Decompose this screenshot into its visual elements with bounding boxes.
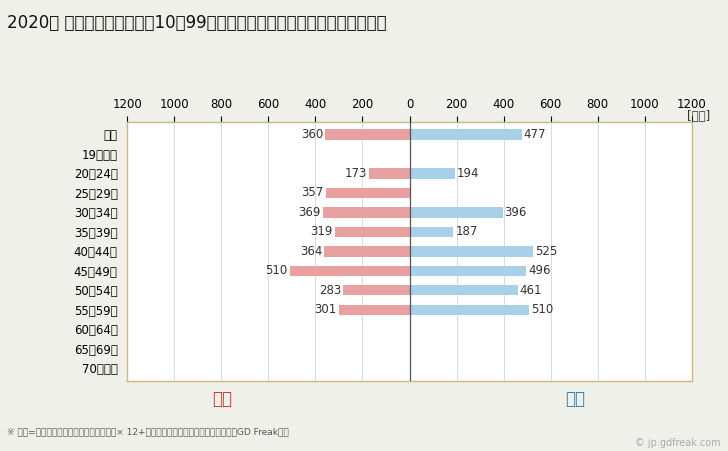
Bar bbox=[369, 168, 409, 179]
Text: 360: 360 bbox=[301, 128, 323, 141]
Bar bbox=[339, 305, 409, 315]
Text: 369: 369 bbox=[298, 206, 321, 219]
Text: 364: 364 bbox=[300, 245, 322, 258]
Bar bbox=[409, 129, 522, 139]
Text: 357: 357 bbox=[301, 186, 324, 199]
Text: 396: 396 bbox=[505, 206, 527, 219]
Text: 283: 283 bbox=[319, 284, 341, 297]
Text: 496: 496 bbox=[528, 264, 550, 277]
Bar bbox=[323, 207, 409, 217]
Text: 319: 319 bbox=[310, 226, 333, 239]
Text: 187: 187 bbox=[455, 226, 478, 239]
Bar bbox=[334, 227, 409, 237]
Bar bbox=[409, 285, 518, 295]
Bar bbox=[409, 227, 454, 237]
Bar bbox=[409, 266, 526, 276]
Bar bbox=[343, 285, 409, 295]
Bar bbox=[409, 305, 529, 315]
Bar bbox=[325, 129, 409, 139]
Bar bbox=[290, 266, 409, 276]
Text: 173: 173 bbox=[344, 167, 367, 180]
Text: 2020年 民間企業（従業者数10〜99人）フルタイム労働者の男女別平均年収: 2020年 民間企業（従業者数10〜99人）フルタイム労働者の男女別平均年収 bbox=[7, 14, 387, 32]
Text: 525: 525 bbox=[535, 245, 557, 258]
Text: 301: 301 bbox=[314, 304, 337, 317]
Text: 510: 510 bbox=[266, 264, 288, 277]
Bar bbox=[409, 246, 533, 257]
Text: 477: 477 bbox=[523, 128, 546, 141]
Text: 女性: 女性 bbox=[212, 390, 232, 408]
Bar bbox=[409, 207, 502, 217]
Text: [万円]: [万円] bbox=[687, 110, 710, 124]
Text: ※ 年収=「きまって支給する現金給与額」× 12+「年間賞与その他特別給与額」としてGD Freak推計: ※ 年収=「きまって支給する現金給与額」× 12+「年間賞与その他特別給与額」と… bbox=[7, 427, 289, 436]
Text: 男性: 男性 bbox=[565, 390, 585, 408]
Text: © jp.gdfreak.com: © jp.gdfreak.com bbox=[635, 438, 721, 448]
Text: 510: 510 bbox=[531, 304, 553, 317]
Bar bbox=[325, 188, 409, 198]
Text: 461: 461 bbox=[520, 284, 542, 297]
Bar bbox=[324, 246, 409, 257]
Text: 194: 194 bbox=[457, 167, 480, 180]
Bar bbox=[409, 168, 455, 179]
